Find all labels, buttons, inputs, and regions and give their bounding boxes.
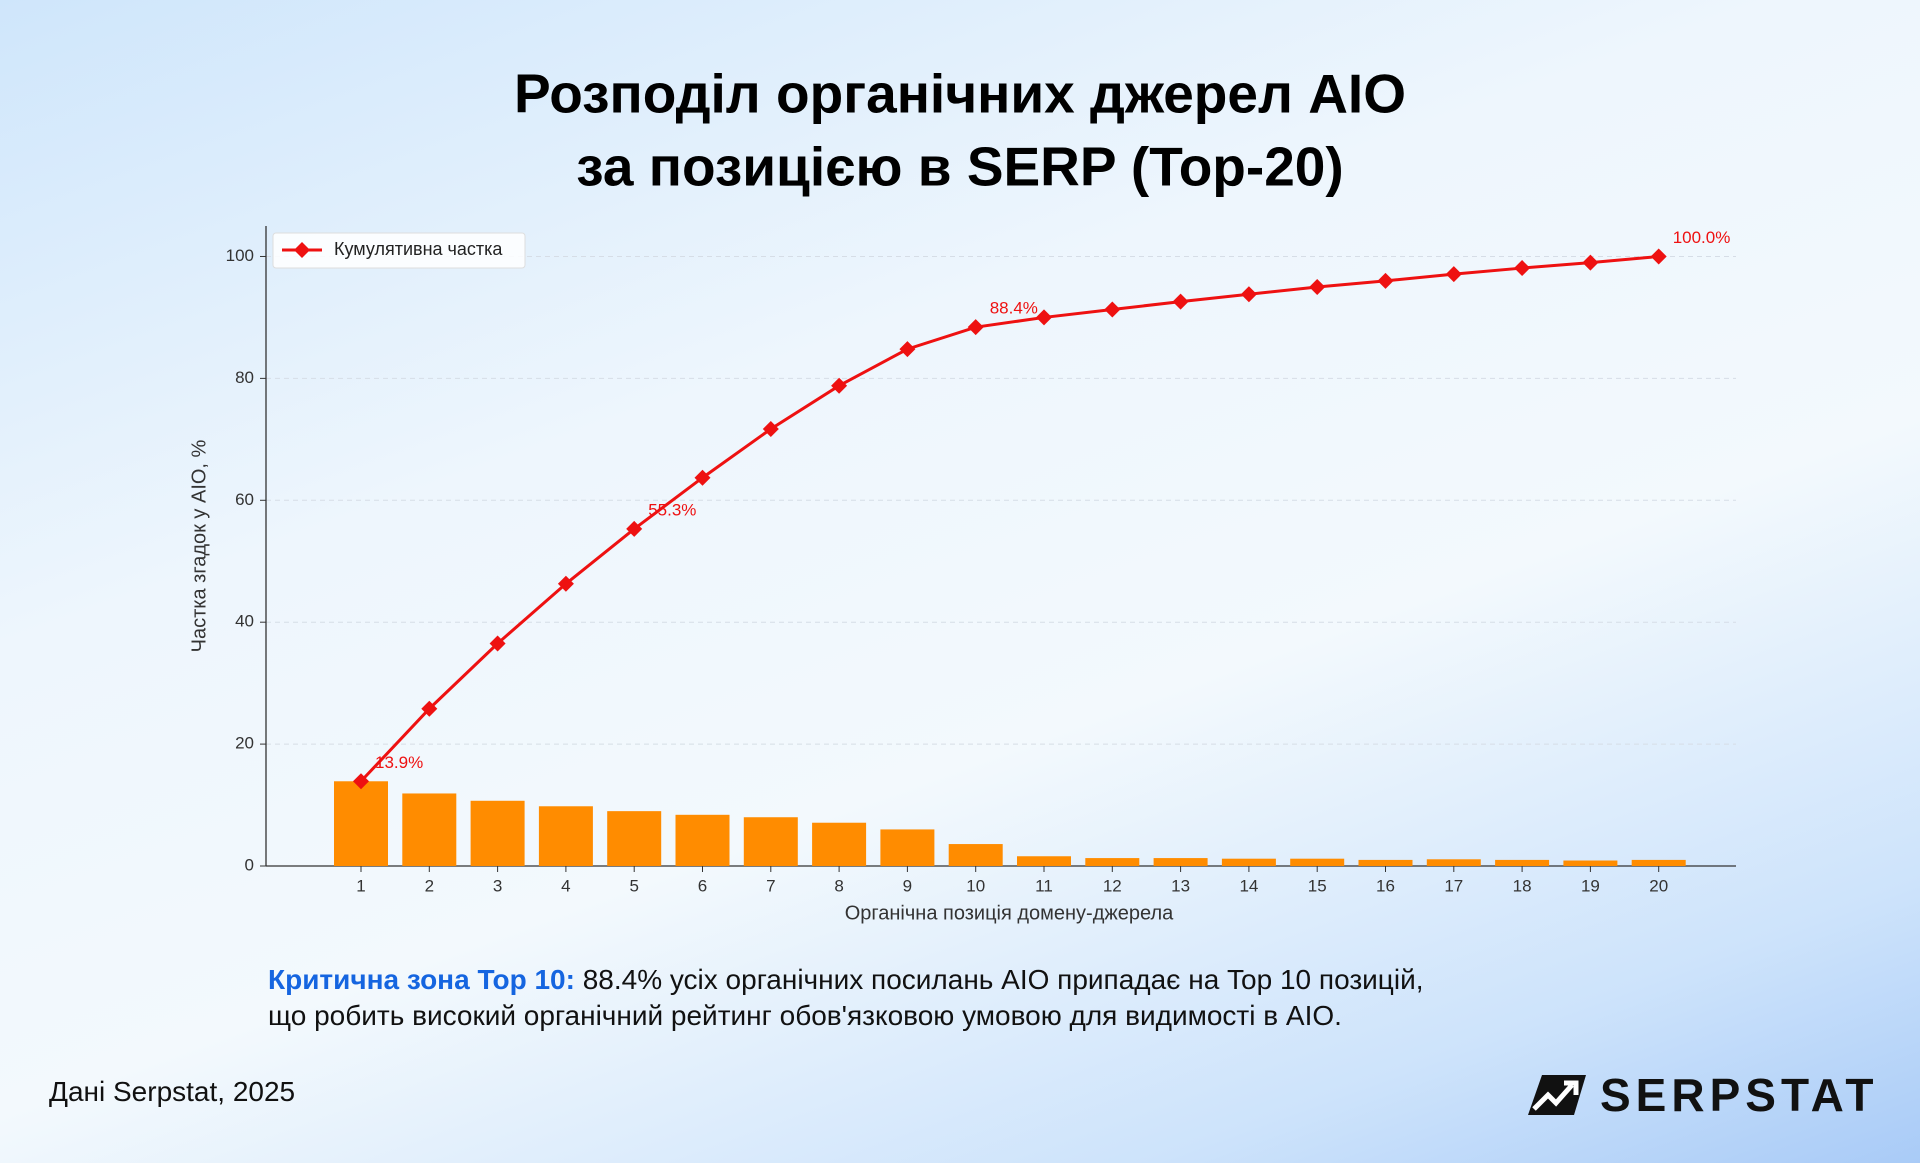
data-label: 88.4% xyxy=(990,299,1038,318)
y-axis-label: Частка згадок у AIO, % xyxy=(188,439,210,652)
bar xyxy=(402,793,457,866)
x-tick-label: 6 xyxy=(698,876,707,895)
data-label: 13.9% xyxy=(375,753,423,772)
y-tick-label: 60 xyxy=(235,490,254,509)
bar xyxy=(1085,858,1140,866)
line-marker xyxy=(1309,278,1326,295)
bar xyxy=(812,822,867,866)
x-tick-label: 14 xyxy=(1239,876,1258,895)
line-marker xyxy=(1582,254,1599,271)
bar xyxy=(1426,859,1481,866)
line-marker xyxy=(967,319,984,336)
line-marker xyxy=(899,341,916,358)
line-marker xyxy=(1172,293,1189,310)
note: Критична зона Top 10: 88.4% усіх органіч… xyxy=(268,962,1423,1034)
logo: SERPSTAT xyxy=(1528,1068,1879,1122)
bar xyxy=(1358,859,1413,866)
line-marker xyxy=(831,377,848,394)
legend-marker xyxy=(294,242,310,258)
line-marker xyxy=(421,700,438,717)
chart-title: Розподіл органічних джерел AIO xyxy=(514,63,1406,125)
note-text: що робить високий органічний рейтинг обо… xyxy=(268,1000,1342,1031)
x-tick-label: 3 xyxy=(493,876,502,895)
bar xyxy=(1153,858,1208,866)
x-tick-label: 15 xyxy=(1308,876,1327,895)
x-tick-label: 19 xyxy=(1581,876,1600,895)
x-tick-label: 4 xyxy=(561,876,570,895)
line-marker xyxy=(489,635,506,652)
data-label: 55.3% xyxy=(648,500,696,519)
bar xyxy=(1495,859,1550,866)
logo-icon xyxy=(1528,1075,1586,1115)
line-marker xyxy=(353,773,369,790)
legend-box xyxy=(272,232,526,269)
bar xyxy=(880,829,935,866)
note-highlight: Критична зона Top 10: xyxy=(268,964,575,995)
source: Дані Serpstat, 2025 xyxy=(49,1076,296,1107)
x-tick-label: 17 xyxy=(1444,876,1463,895)
data-label: 100.0% xyxy=(1673,228,1731,247)
line-marker xyxy=(1377,272,1394,289)
y-tick-label: 100 xyxy=(226,246,254,265)
line-marker xyxy=(762,420,779,437)
x-tick-label: 18 xyxy=(1513,876,1532,895)
bar xyxy=(948,844,1003,866)
x-tick-label: 20 xyxy=(1649,876,1668,895)
chart-title: за позицією в SERP (Top-20) xyxy=(576,136,1343,198)
line-marker xyxy=(1104,301,1121,318)
legend-label: Кумулятивна частка xyxy=(334,239,503,259)
line-marker xyxy=(1514,260,1531,277)
bar xyxy=(1221,858,1276,866)
bar xyxy=(470,800,525,866)
bar xyxy=(538,806,593,866)
bar xyxy=(334,781,388,866)
x-tick-label: 13 xyxy=(1171,876,1190,895)
line-marker xyxy=(1240,286,1257,303)
line-marker xyxy=(557,575,574,592)
line xyxy=(359,254,1659,783)
x-tick-label: 5 xyxy=(629,876,638,895)
bar xyxy=(1563,860,1618,866)
line-marker xyxy=(694,469,711,486)
y-tick-label: 0 xyxy=(245,855,254,874)
line-marker xyxy=(626,520,643,537)
note-text: 88.4% усіх органічних посилань AIO припа… xyxy=(582,964,1424,995)
x-tick-label: 12 xyxy=(1103,876,1122,895)
line-marker xyxy=(1650,248,1667,265)
logo-text: SERPSTAT xyxy=(1600,1069,1879,1121)
x-tick-label: 11 xyxy=(1035,876,1053,895)
x-tick-label: 2 xyxy=(425,876,434,895)
x-tick-label: 9 xyxy=(903,876,912,895)
y-tick-label: 20 xyxy=(235,734,254,753)
bar xyxy=(1631,859,1686,866)
x-tick-label: 7 xyxy=(766,876,775,895)
bar xyxy=(1290,858,1345,866)
line-marker xyxy=(1445,266,1462,283)
y-tick-label: 80 xyxy=(235,368,254,387)
y-tick-label: 40 xyxy=(235,612,254,631)
bar xyxy=(607,811,662,866)
x-axis-label: Органічна позиція домену-джерела xyxy=(845,902,1174,924)
x-tick-label: 8 xyxy=(834,876,843,895)
bar xyxy=(675,814,730,866)
x-tick-label: 16 xyxy=(1376,876,1395,895)
line-marker xyxy=(1036,309,1052,326)
x-tick-label: 10 xyxy=(966,876,985,895)
bar xyxy=(1017,856,1071,866)
x-tick-label: 1 xyxy=(356,876,365,895)
bar xyxy=(743,817,798,866)
